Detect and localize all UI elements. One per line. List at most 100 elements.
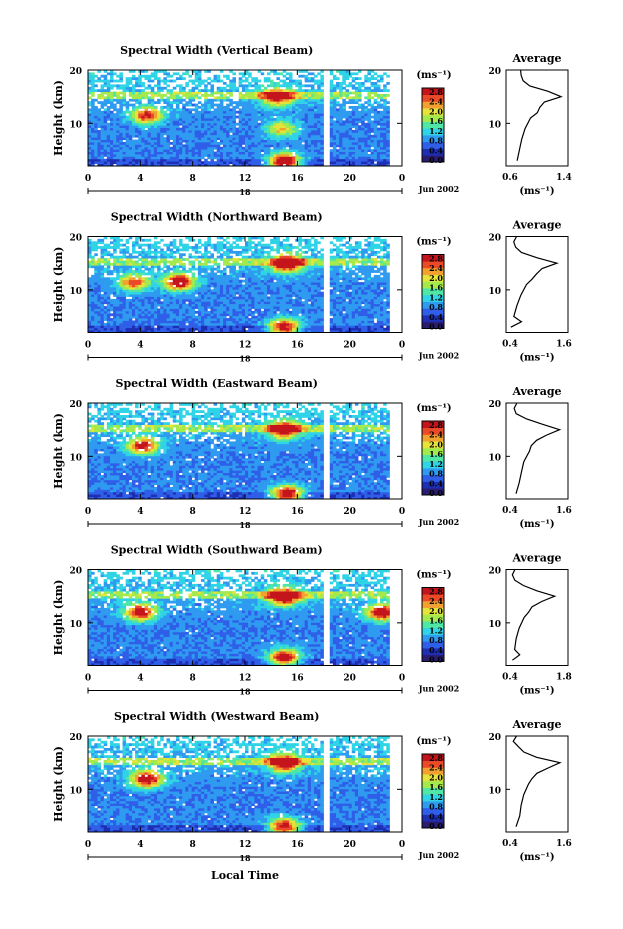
- heatmap-cell: [364, 86, 368, 90]
- heatmap-cell: [373, 144, 378, 148]
- heatmap-cell: [204, 120, 208, 124]
- heatmap-cell: [135, 108, 139, 112]
- heatmap-cell: [223, 258, 227, 261]
- heatmap-cell: [194, 158, 199, 162]
- heatmap-cell: [175, 72, 180, 76]
- heatmap-cell: [204, 274, 208, 278]
- heatmap-cell: [94, 267, 98, 271]
- heatmap-cell: [348, 146, 353, 150]
- heatmap-cell: [194, 122, 199, 126]
- heatmap-cell: [131, 296, 136, 300]
- heatmap-cell: [270, 113, 274, 116]
- heatmap-cell: [251, 158, 255, 162]
- heatmap-cell: [113, 120, 117, 124]
- heatmap-cell: [100, 308, 105, 312]
- heatmap-cell: [232, 110, 236, 114]
- heatmap-cell: [91, 279, 95, 283]
- heatmap-cell: [138, 270, 142, 273]
- heatmap-cell: [197, 246, 202, 249]
- heatmap-cell: [144, 125, 149, 128]
- heatmap-cell: [113, 98, 117, 102]
- heatmap-cell: [216, 291, 221, 295]
- heatmap-cell: [128, 327, 133, 331]
- heatmap-cell: [213, 127, 218, 131]
- heatmap-cell: [182, 265, 186, 269]
- heatmap-cell: [144, 301, 149, 305]
- heatmap-cell: [373, 108, 378, 112]
- heatmap-cell: [213, 156, 218, 160]
- heatmap-cell: [339, 144, 343, 148]
- heatmap-cell: [260, 91, 265, 95]
- heatmap-cell: [194, 134, 199, 138]
- heatmap-cell: [232, 260, 236, 264]
- heatmap-cell: [336, 120, 340, 124]
- heatmap-cell: [216, 130, 221, 133]
- heatmap-cell: [332, 127, 337, 131]
- heatmap-cell: [94, 260, 98, 264]
- heatmap-cell: [125, 298, 130, 302]
- heatmap-cell: [254, 79, 258, 83]
- heatmap-cell: [197, 241, 202, 245]
- heatmap-cell: [109, 320, 114, 324]
- heatmap-cell: [94, 110, 98, 114]
- heatmap-cell: [216, 250, 221, 254]
- heatmap-cell: [210, 260, 214, 264]
- heatmap-cell: [166, 144, 171, 148]
- heatmap-cell: [182, 282, 186, 285]
- heatmap-cell: [141, 308, 145, 312]
- heatmap-cell: [138, 142, 142, 145]
- heatmap-cell: [238, 118, 243, 121]
- heatmap-cell: [103, 286, 108, 290]
- heatmap-cell: [358, 125, 362, 128]
- heatmap-cell: [103, 127, 108, 131]
- average-y-tick-label: 10: [488, 120, 501, 130]
- heatmap-cell: [254, 84, 258, 88]
- heatmap-cell: [373, 132, 378, 136]
- heatmap-cell: [185, 122, 189, 126]
- heatmap-cell: [304, 89, 309, 92]
- heatmap-cell: [235, 103, 240, 107]
- heatmap-cell: [216, 142, 221, 145]
- heatmap-cell: [191, 325, 196, 329]
- heatmap-cell: [160, 258, 164, 261]
- heatmap-cell: [191, 238, 196, 242]
- heatmap-cell: [263, 163, 268, 167]
- heatmap-cell: [153, 250, 158, 254]
- heatmap-cell: [383, 86, 387, 90]
- heatmap-cell: [307, 144, 312, 148]
- heatmap-cell: [336, 156, 340, 160]
- heatmap-cell: [229, 250, 233, 254]
- heatmap-cell: [88, 320, 92, 324]
- heatmap-cell: [210, 127, 214, 131]
- heatmap-cell: [188, 282, 193, 285]
- heatmap-cell: [153, 84, 158, 88]
- panel-2: Spectral Width (Northward Beam)1020Heigh…: [52, 211, 572, 364]
- heatmap-cell: [172, 158, 177, 162]
- heatmap-cell: [223, 154, 227, 157]
- heatmap-cell: [367, 115, 371, 119]
- heatmap-cell: [119, 279, 123, 283]
- heatmap-cell: [169, 294, 174, 297]
- heatmap-cell: [179, 291, 183, 295]
- heatmap-cell: [147, 291, 152, 295]
- heatmap-cell: [358, 96, 362, 100]
- heatmap-cell: [248, 163, 252, 167]
- heatmap-cell: [103, 70, 108, 73]
- heatmap-cell: [257, 156, 262, 160]
- heatmap-cell: [376, 132, 381, 136]
- heatmap-cell: [169, 154, 174, 157]
- heatmap-cell: [109, 327, 114, 331]
- heatmap-cell: [147, 74, 152, 78]
- heatmap-cell: [125, 154, 130, 157]
- heatmap-cell: [213, 262, 218, 266]
- heatmap-cell: [245, 91, 249, 95]
- heatmap-cell: [106, 115, 111, 119]
- heatmap-cell: [310, 108, 315, 112]
- heatmap-cell: [100, 318, 105, 321]
- heatmap-cell: [238, 161, 243, 164]
- heatmap-cell: [131, 272, 136, 276]
- heatmap-cell: [97, 163, 101, 167]
- heatmap-cell: [223, 163, 227, 167]
- heatmap-cell: [386, 149, 390, 152]
- heatmap-cell: [273, 161, 277, 164]
